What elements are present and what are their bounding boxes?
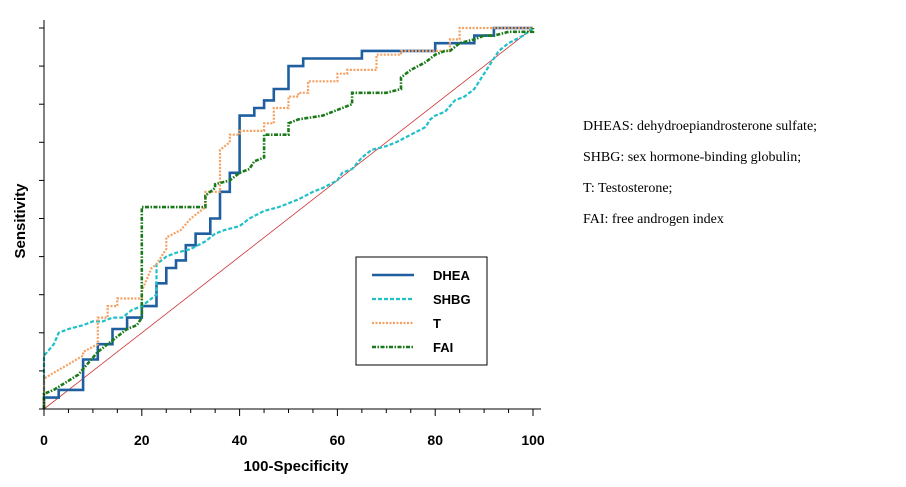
x-axis-ticks [43,409,534,416]
x-tick-label: 20 [134,432,150,448]
note-fai: FAI: free androgen index [583,212,724,227]
legend-label-dhea: DHEA [433,268,470,283]
x-axis-tick-labels: 0 20 40 60 80 100 [40,432,545,448]
abbreviation-notes: DHEAS: dehydroepiandrosterone sulfate; S… [583,118,903,242]
legend: DHEA SHBG T FAI [355,256,488,366]
series-line-shbg [42,27,534,409]
legend-label-shbg: SHBG [433,292,471,307]
plot-lines [42,26,535,410]
x-tick-label: 40 [232,432,248,448]
x-tick-label: 80 [427,432,443,448]
series-line-fai [42,28,535,409]
legend-label-t: T [433,316,441,331]
x-tick-label: 60 [330,432,346,448]
axes: 0 20 40 60 80 100 [39,20,545,448]
note-shbg: SHBG: sex hormone-binding globulin; [583,150,802,165]
legend-label-fai: FAI [433,340,453,355]
y-axis-title: Sensitivity [12,183,29,259]
note-t: T: Testosterone; [583,181,673,196]
note-dheas: DHEAS: dehydroepiandrosterone sulfate; [583,119,818,134]
x-axis-title: 100-Specificity [243,458,349,475]
y-axis-ticks [39,27,44,410]
reference-diagonal-line [43,27,534,410]
x-tick-label: 0 [40,432,48,448]
x-tick-label: 100 [521,432,545,448]
series-line-dhea [42,26,533,409]
